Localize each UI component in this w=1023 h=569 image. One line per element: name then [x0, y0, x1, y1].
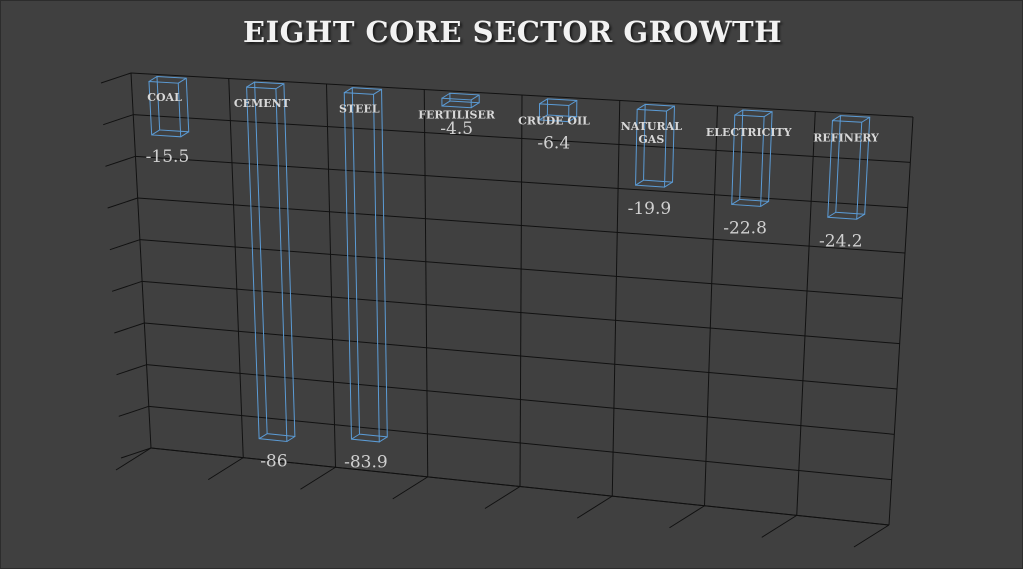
floor-line [761, 514, 798, 538]
bar-edge [470, 102, 480, 109]
side-wall-line [109, 239, 141, 251]
side-wall-line [118, 405, 149, 417]
side-wall-line [100, 72, 132, 84]
side-wall-line [107, 197, 138, 209]
floor-line [484, 486, 521, 509]
category-label: NATURAL GAS [621, 120, 682, 146]
bar-edge [539, 114, 548, 121]
bar-edge [861, 116, 871, 123]
side-wall-line [105, 155, 136, 167]
bar-edge [635, 179, 644, 186]
bar-back-7 [835, 115, 871, 215]
bar-edge [470, 94, 480, 101]
bar-edge [760, 200, 769, 207]
data-label: -86 [260, 452, 287, 472]
bar-edge [258, 433, 268, 440]
bar-edge [666, 105, 675, 112]
floor-line [669, 505, 705, 529]
bar-edge [832, 115, 841, 122]
category-label: COAL [147, 91, 182, 104]
side-wall-line [111, 280, 143, 292]
bar-edge [441, 92, 451, 99]
gridline-vertical [228, 78, 244, 458]
data-label: -19.9 [628, 199, 672, 219]
gridline-vertical [888, 116, 914, 526]
gridline-vertical [704, 105, 718, 506]
bar-edge [731, 199, 740, 205]
category-label: STEEL [339, 103, 380, 116]
gridline-vertical [611, 100, 621, 497]
side-wall-line [103, 114, 134, 126]
bar-edge [275, 83, 285, 90]
bar-edge [246, 81, 255, 88]
category-label: ELECTRICITY [706, 126, 792, 139]
floor-line [853, 524, 890, 548]
floor-line [115, 447, 152, 471]
bar-edge [379, 436, 388, 443]
bar-edge [373, 88, 382, 95]
floor-line [207, 457, 244, 481]
category-label: REFINERY [813, 132, 879, 145]
category-label: FERTILISER [418, 109, 496, 122]
bar-edge [568, 100, 578, 106]
floor-line [392, 476, 429, 500]
bar-edge [636, 103, 646, 110]
side-wall-line [120, 447, 152, 459]
data-label: -15.5 [146, 147, 190, 167]
data-label: -22.8 [723, 218, 767, 238]
bar-edge [351, 433, 360, 440]
bar-edge [286, 436, 296, 442]
data-label: -6.4 [537, 133, 570, 153]
data-label: -24.2 [819, 232, 863, 252]
bar-front-0 [148, 80, 182, 138]
gridline-vertical [130, 72, 152, 449]
bar-edge [763, 111, 773, 118]
bar-edge [178, 77, 187, 84]
gridline-vertical [519, 94, 523, 487]
bar-front-2 [343, 92, 380, 443]
side-wall-line [114, 322, 145, 334]
chart-title: EIGHT CORE SECTOR GROWTH [243, 15, 782, 49]
gridline-vertical [796, 111, 816, 516]
bar-edge [856, 213, 865, 220]
category-label: CRUDE OIL [518, 114, 590, 127]
bar-edge [827, 211, 837, 218]
bar-edge [148, 76, 158, 82]
gridline-vertical [423, 89, 429, 477]
category-label: CEMENT [234, 97, 291, 110]
bar-edge [664, 181, 673, 188]
bar-edge [441, 100, 451, 107]
floor-line [576, 495, 613, 519]
bar-edge [180, 131, 190, 138]
data-label: -4.5 [440, 119, 473, 139]
floor-line [300, 466, 336, 490]
bar-edge [539, 98, 548, 105]
side-wall-line [116, 364, 147, 376]
bar-back-1 [254, 81, 296, 438]
bar-edge [151, 129, 160, 136]
bar-edge [568, 116, 577, 123]
bar-back-6 [739, 109, 773, 202]
bar-edge [343, 87, 353, 94]
data-label: -83.9 [344, 452, 388, 472]
gridline-vertical [326, 83, 336, 468]
floor-back-edge [150, 447, 890, 526]
bar-front-1 [246, 86, 288, 443]
bar-edge [734, 109, 744, 116]
